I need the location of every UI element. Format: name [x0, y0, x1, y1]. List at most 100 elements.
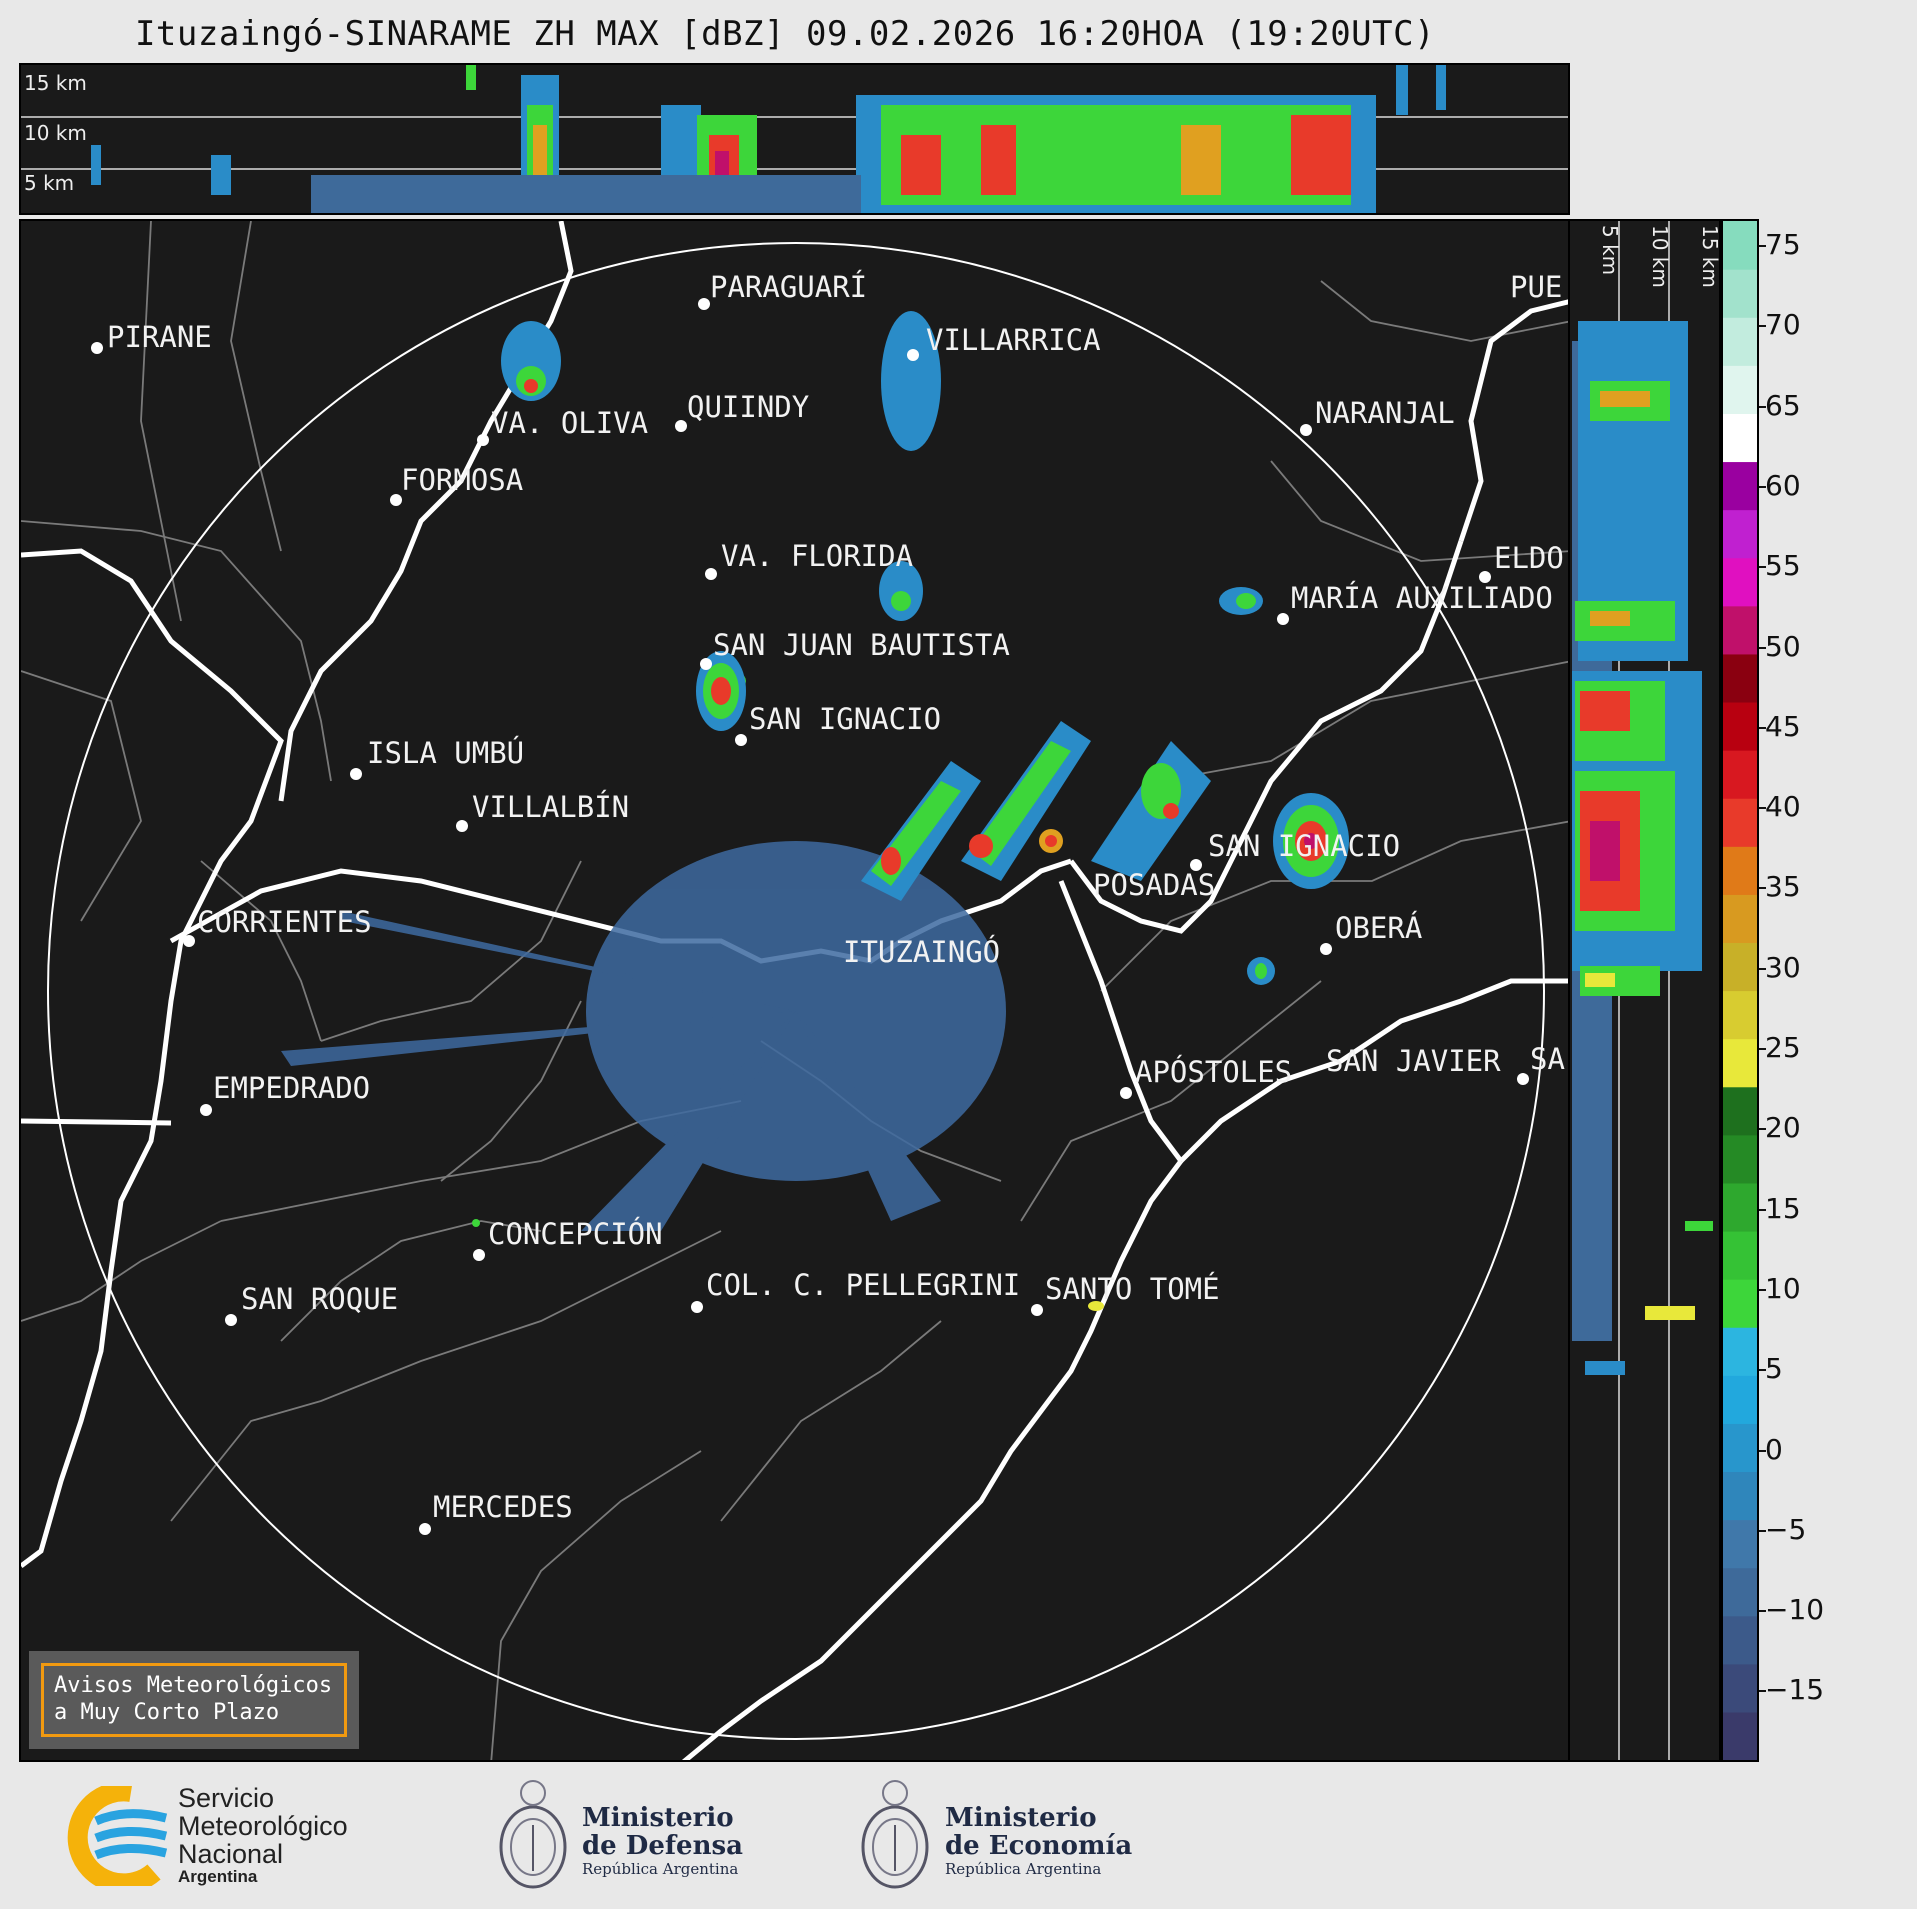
city-label: CONCEPCIÓN: [488, 1217, 663, 1251]
colorbar-tick-mark: [1759, 1048, 1766, 1050]
city-dot: [91, 342, 103, 354]
colorbar-tick-mark: [1759, 1128, 1766, 1131]
colorbar-swatch: [1723, 1615, 1757, 1665]
province-borders: [21, 221, 1568, 1760]
city-dot: [1031, 1304, 1043, 1316]
city-dot: [1320, 943, 1332, 955]
colorbar-tick-label: 25: [1765, 1031, 1801, 1064]
city-label: SAN JUAN BAUTISTA: [713, 628, 1010, 662]
defensa-line1: Ministerio: [582, 1803, 734, 1833]
colorbar-swatch: [1723, 1327, 1757, 1376]
smn-line2: Meteorológico: [178, 1811, 348, 1841]
city-label: NARANJAL: [1315, 396, 1455, 430]
smn-line1: Servicio: [178, 1783, 275, 1813]
rivers-and-borders: [21, 221, 1568, 1760]
city-label: PARAGUARÍ: [710, 270, 868, 304]
avisos-line1: Avisos Meteorológicos: [54, 1673, 333, 1698]
colorbar-tick-label: 55: [1765, 549, 1801, 583]
city-label: ISLA UMBÚ: [367, 736, 525, 770]
colorbar-swatch: [1723, 798, 1757, 847]
colorbar-tick-mark: [1759, 405, 1766, 408]
radar-map[interactable]: PIRANE PARAGUARÍ VILLARRICA VA. OLIVA QU…: [19, 219, 1570, 1762]
colorbar-tick-label: 45: [1765, 709, 1801, 743]
smn-logo-icon: [67, 1786, 168, 1886]
side-echo-cells: [1572, 321, 1713, 1375]
colorbar-swatch: [1723, 750, 1757, 799]
colorbar-tick-mark: [1759, 1208, 1766, 1211]
city-label: VILLALBÍN: [472, 790, 630, 824]
economia-line1: Ministerio: [945, 1803, 1097, 1833]
city-label: COL. C. PELLEGRINI: [706, 1268, 1021, 1302]
city-label: VA. FLORIDA: [721, 539, 914, 573]
city-dot: [705, 568, 717, 580]
city-label: SAN JAVIER: [1326, 1044, 1501, 1078]
colorbar-swatch: [1723, 269, 1757, 318]
defensa-seal-icon: [499, 1780, 567, 1889]
colorbar-swatch: [1723, 1567, 1757, 1617]
colorbar-swatch: [1723, 1711, 1757, 1760]
colorbar-swatch: [1723, 1279, 1757, 1328]
colorbar-tick-label: 20: [1765, 1111, 1801, 1145]
colorbar-tick-mark: [1759, 887, 1766, 890]
city-dot: [1300, 424, 1312, 436]
city-dot: [691, 1301, 703, 1313]
colorbar-tick-label: 10: [1765, 1271, 1801, 1305]
colorbar-swatch: [1723, 1182, 1757, 1232]
colorbar-swatch: [1723, 1134, 1757, 1184]
colorbar-swatch: [1723, 1375, 1757, 1424]
colorbar-swatch: [1723, 1663, 1757, 1713]
economia-line2: de Economía: [945, 1831, 1133, 1861]
city-dot: [1277, 613, 1289, 625]
smn-line4: Argentina: [178, 1867, 258, 1886]
colorbar-tick-mark: [1759, 485, 1766, 488]
storm-cells: [472, 311, 1349, 1311]
smn-logo-text: Servicio Meteorológico Nacional Argentin…: [178, 1784, 348, 1886]
city-label: PUE: [1510, 270, 1563, 304]
city-label: SAN IGNACIO: [1208, 829, 1401, 863]
city-label: APÓSTOLES: [1135, 1055, 1293, 1089]
colorbar-tick-label: −15: [1765, 1673, 1825, 1707]
city-dot: [456, 820, 468, 832]
top-echo-svg: [21, 65, 1568, 213]
side-echo-svg: [1572, 221, 1713, 1760]
city-label: CORRIENTES: [197, 905, 372, 939]
city-dot: [675, 420, 687, 432]
defensa-line3: República Argentina: [582, 1860, 739, 1878]
colorbar-swatch: [1723, 653, 1757, 703]
city-dot: [390, 494, 402, 506]
side-level-label-15km: 15 km: [1698, 225, 1721, 288]
colorbar-tick-mark: [1759, 1529, 1766, 1532]
top-echo-cells: [91, 65, 1446, 213]
colorbar-swatch: [1723, 365, 1757, 414]
colorbar-swatch: [1723, 701, 1757, 751]
colorbar-swatch: [1723, 1038, 1757, 1088]
city-dot: [700, 658, 712, 670]
city-dot: [907, 349, 919, 361]
colorbar-tick-mark: [1759, 967, 1766, 970]
city-dot: [735, 734, 747, 746]
city-label: PIRANE: [107, 320, 212, 354]
colorbar-tick-mark: [1759, 1449, 1766, 1452]
city-dot: [477, 434, 489, 446]
colorbar-tick-mark: [1759, 245, 1766, 247]
colorbar-tick-mark: [1759, 325, 1766, 328]
city-dot: [698, 298, 710, 310]
city-dot: [225, 1314, 237, 1326]
city-label: OBERÁ: [1335, 911, 1423, 945]
colorbar-tick-mark: [1759, 1610, 1766, 1613]
city-dot: [1190, 859, 1202, 871]
avisos-line2: a Muy Corto Plazo: [54, 1700, 280, 1725]
colorbar-tick-label: 35: [1765, 870, 1801, 904]
colorbar-tick-label: −10: [1765, 1593, 1825, 1627]
colorbar-swatch: [1723, 990, 1757, 1040]
colorbar-tick-mark: [1759, 1288, 1766, 1291]
colorbar-tick-label: −5: [1765, 1512, 1807, 1546]
city-label: ELDO: [1494, 541, 1564, 575]
city-label: SA: [1530, 1042, 1565, 1076]
colorbar-tick-label: 40: [1765, 790, 1801, 824]
avisos-box[interactable]: Avisos Meteorológicos a Muy Corto Plazo: [29, 1651, 359, 1749]
city-label: FORMOSA: [401, 463, 524, 497]
city-label: ITUZAINGÓ: [843, 935, 1001, 969]
colorbar-swatch: [1723, 846, 1757, 895]
city-dot: [1479, 571, 1491, 583]
